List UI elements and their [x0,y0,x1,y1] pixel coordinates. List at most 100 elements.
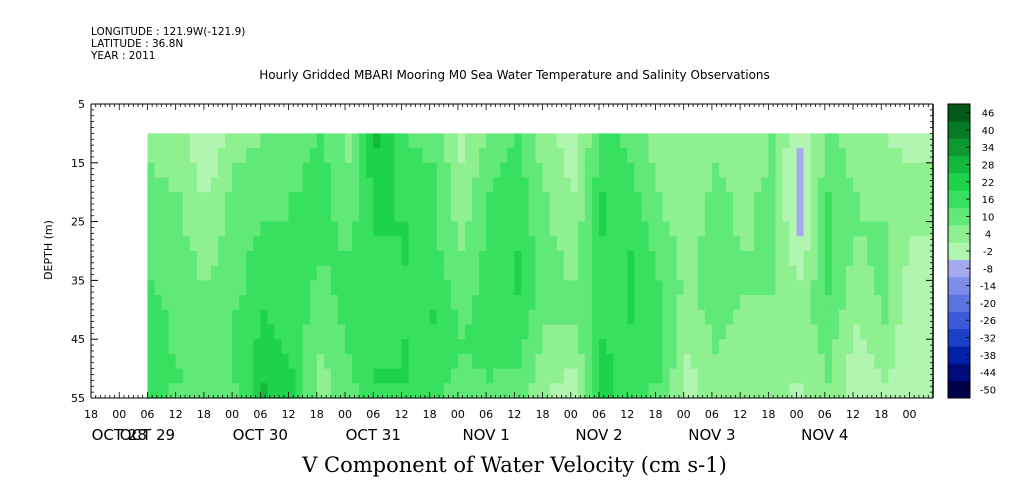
heatmap-cell [267,383,276,399]
heatmap-cell [676,192,685,208]
heatmap-cell [394,162,403,179]
heatmap-cell [486,353,494,370]
x-hour-label: 00 [451,408,465,421]
heatmap-cell [401,265,410,281]
heatmap-cell [422,309,431,326]
heatmap-cell [175,353,184,370]
heatmap-cell [309,236,318,252]
heatmap-cell [921,265,928,281]
heatmap-cell [302,162,311,179]
heatmap-cell [570,192,579,208]
heatmap-cell [535,206,544,223]
heatmap-cell [450,162,459,179]
heatmap-cell [486,265,494,281]
heatmap-cell [239,148,247,164]
heatmap-cell [182,251,191,267]
heatmap-cell [218,353,226,370]
heatmap-cell [874,295,882,311]
heatmap-cell [824,383,833,399]
heatmap-cell [443,221,452,237]
heatmap-cell [599,192,607,208]
heatmap-cell [182,221,191,237]
heatmap-cell [634,206,642,223]
heatmap-cell [380,221,388,237]
heatmap-cell [373,339,381,355]
heatmap-cell [620,383,628,399]
heatmap-cell [909,221,916,237]
heatmap-cell [860,251,868,267]
heatmap-cell [584,295,593,311]
heatmap-cell [599,206,607,223]
heatmap-cell [591,192,600,208]
heatmap-cell [429,133,438,149]
heatmap-cell [246,265,254,281]
heatmap-cell [457,162,466,179]
heatmap-cell [521,368,530,384]
heatmap-cell [874,162,882,179]
heatmap-cell [239,309,247,326]
heatmap-cell [422,353,431,370]
heatmap-cell [295,148,304,164]
heatmap-cell [556,251,565,267]
heatmap-cell [888,251,896,267]
heatmap-cell [584,280,593,296]
heatmap-cell [394,353,403,370]
heatmap-cell [182,324,191,340]
heatmap-cell [902,206,911,223]
heatmap-cell [860,280,868,296]
heatmap-cell [704,162,713,179]
heatmap-cell [584,177,593,193]
heatmap-cell [824,339,833,355]
heatmap-cell [927,368,934,384]
heatmap-cell [711,192,720,208]
heatmap-cell [253,192,261,208]
heatmap-cell [514,324,523,340]
heatmap-cell [549,265,558,281]
heatmap-cell [902,353,911,370]
heatmap-cell [606,251,614,267]
heatmap-cell [429,148,438,164]
heatmap-cell [831,280,840,296]
heatmap-cell [507,383,515,399]
x-hour-label: 18 [84,408,98,421]
heatmap-cell [556,192,565,208]
heatmap-cell [196,324,205,340]
heatmap-cell [853,309,861,326]
heatmap-cell [528,177,537,193]
heatmap-cell [528,309,537,326]
heatmap-cell [570,295,579,311]
heatmap-cell [927,324,934,340]
heatmap-cell [669,295,678,311]
heatmap-cell [267,353,276,370]
heatmap-cell [542,339,551,355]
heatmap-cell [817,383,826,399]
heatmap-cell [500,368,508,384]
heatmap-cell [500,280,508,296]
heatmap-cell [909,265,916,281]
heatmap-cell [528,295,537,311]
heatmap-cell [175,309,184,326]
heatmap-cell [500,221,508,237]
heatmap-cell [669,177,678,193]
heatmap-cell [330,368,339,384]
heatmap-cell [429,206,438,223]
heatmap-cell [824,236,833,252]
heatmap-cell [401,192,410,208]
heatmap-cell [838,177,847,193]
heatmap-cell [401,148,410,164]
heatmap-cell [768,162,777,179]
x-axis-label: V Component of Water Velocity (cm s-1) [302,453,727,477]
heatmap-cell [782,162,791,179]
heatmap-cell [415,309,424,326]
heatmap-cell [718,353,727,370]
heatmap-cell [867,324,875,340]
heatmap-cell [874,353,882,370]
x-hour-label: 06 [818,408,832,421]
heatmap-cell [507,133,515,149]
heatmap-cell [782,192,791,208]
heatmap-cell [669,133,678,149]
heatmap-cell [521,133,530,149]
heatmap-cell [577,353,586,370]
heatmap-cell [309,162,318,179]
heatmap-cell [415,133,424,149]
